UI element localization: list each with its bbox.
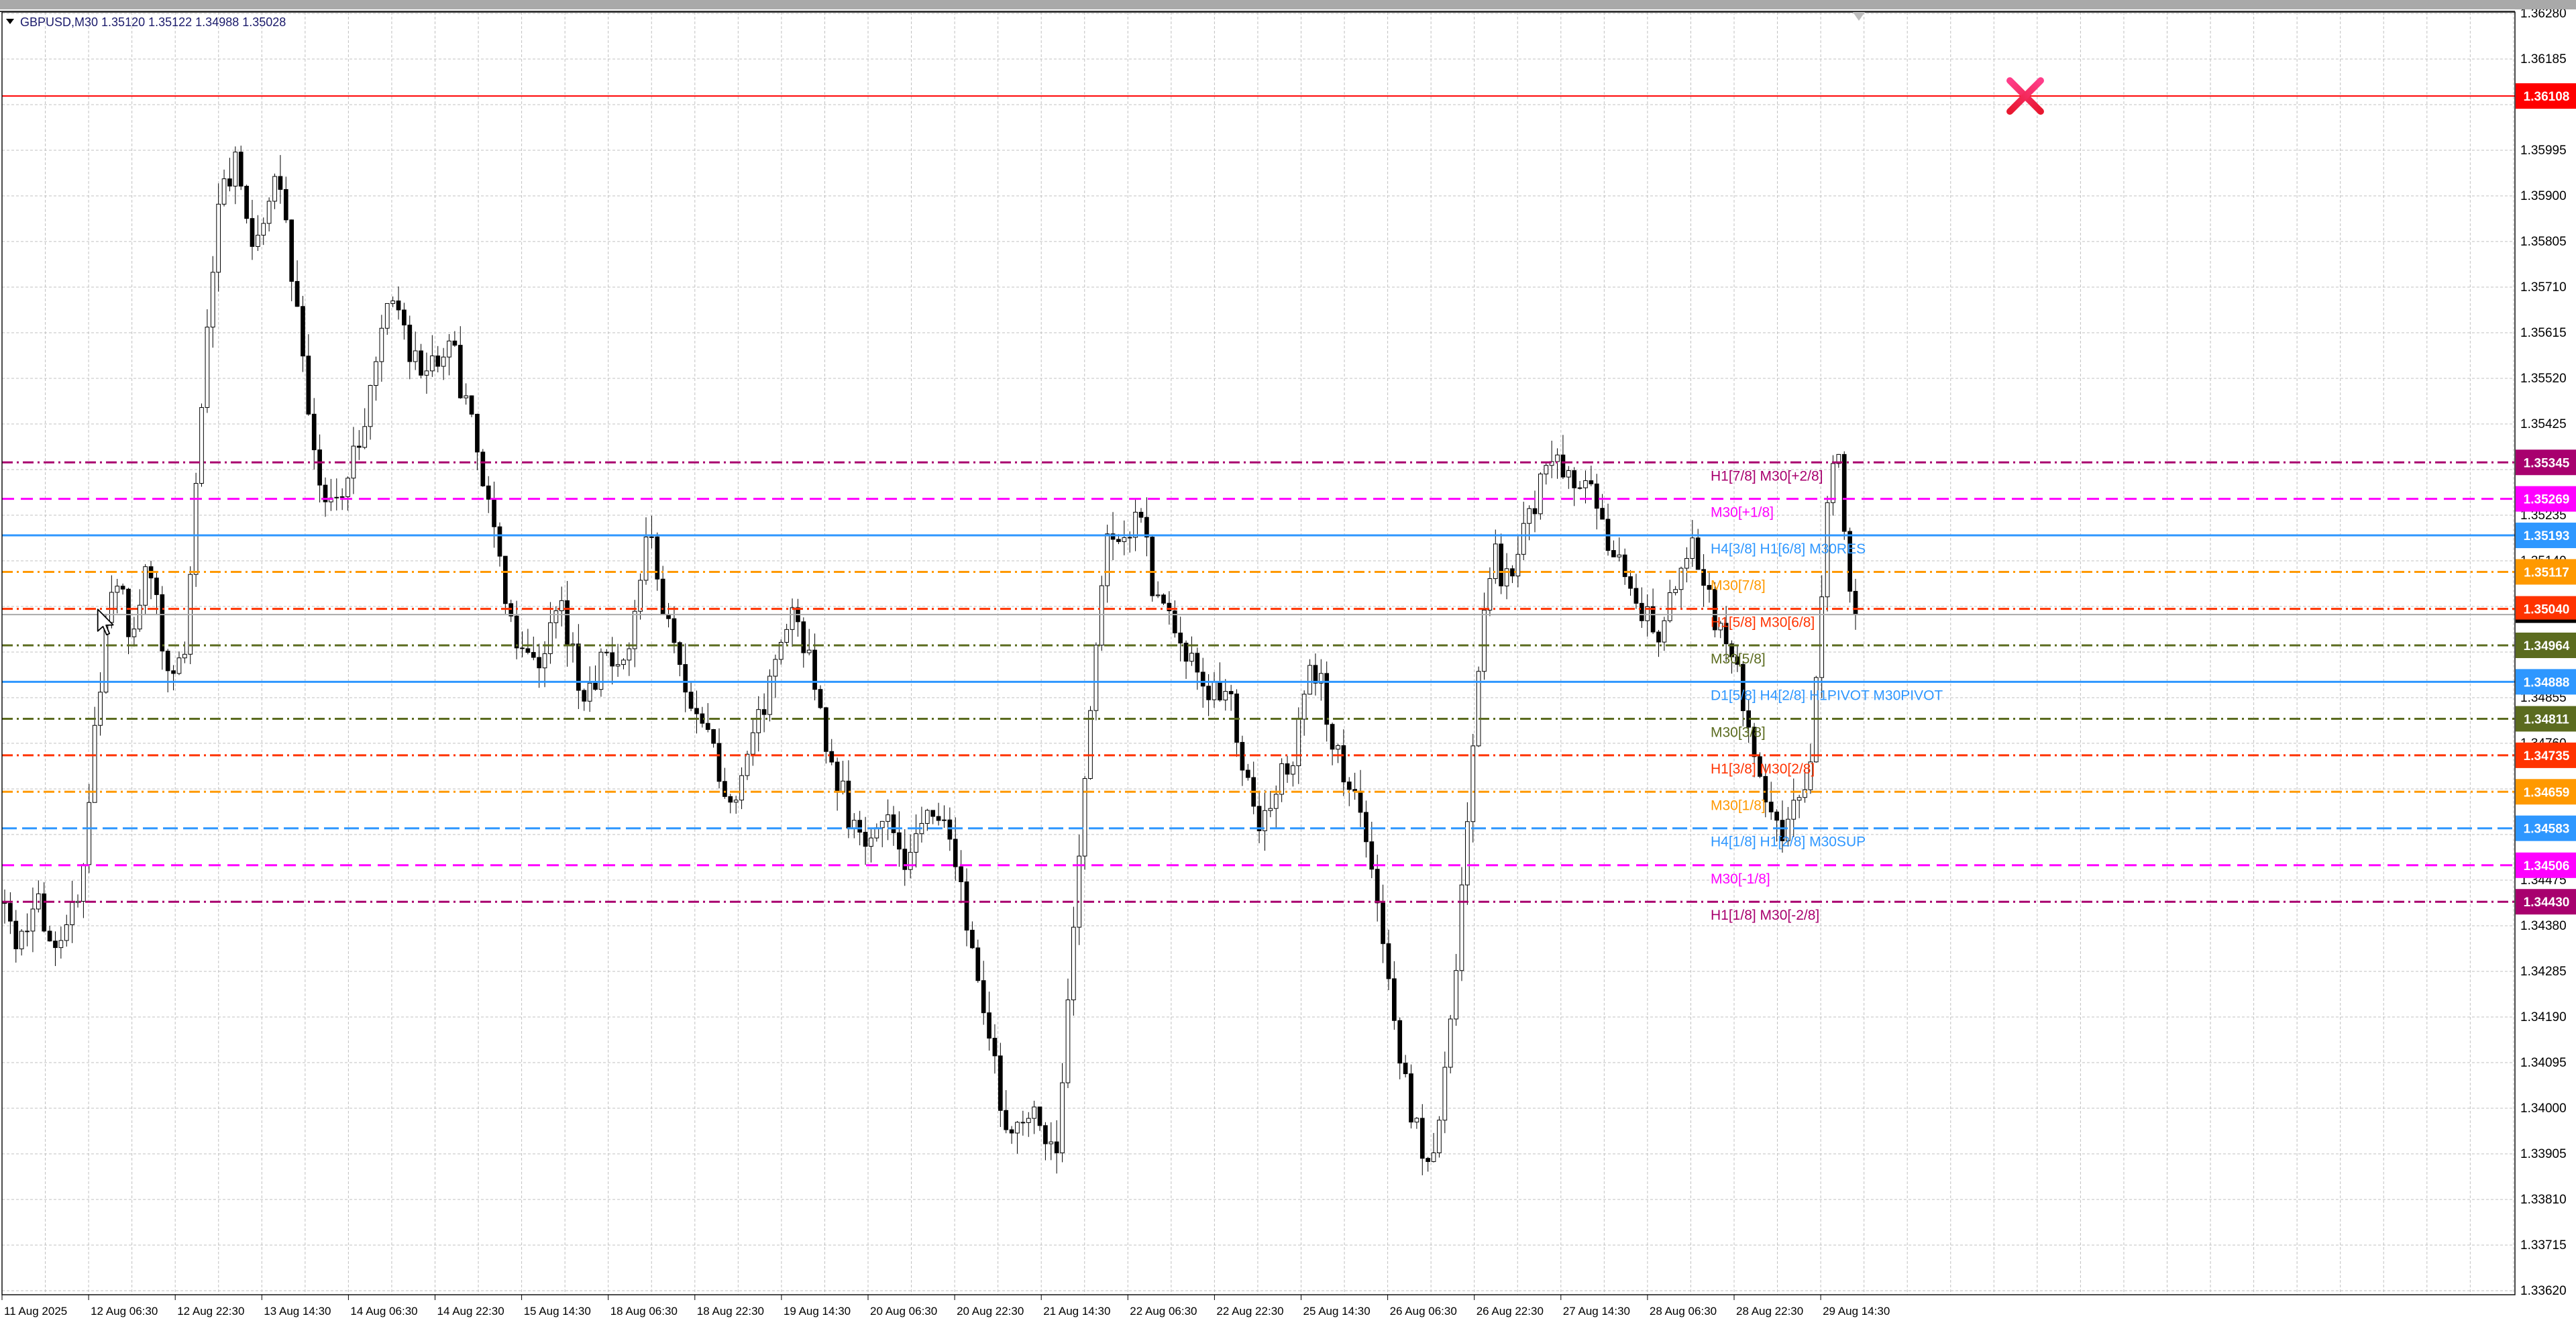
svg-text:19 Aug 14:30: 19 Aug 14:30 xyxy=(784,1305,851,1318)
svg-text:1.33715: 1.33715 xyxy=(2520,1238,2567,1252)
svg-text:12 Aug 06:30: 12 Aug 06:30 xyxy=(91,1305,158,1318)
svg-text:1.34000: 1.34000 xyxy=(2520,1102,2567,1116)
svg-text:13 Aug 14:30: 13 Aug 14:30 xyxy=(264,1305,331,1318)
svg-text:GBPUSD,M30 1.35120 1.35122 1.: GBPUSD,M30 1.35120 1.35122 1.34988 1.350… xyxy=(20,15,286,29)
svg-text:25 Aug 14:30: 25 Aug 14:30 xyxy=(1303,1305,1371,1318)
svg-text:M30[7/8]: M30[7/8] xyxy=(1711,578,1766,593)
svg-text:1.35117: 1.35117 xyxy=(2524,566,2569,580)
svg-text:1.33620: 1.33620 xyxy=(2520,1284,2567,1298)
svg-text:1.34811: 1.34811 xyxy=(2524,712,2569,727)
svg-text:1.35520: 1.35520 xyxy=(2520,372,2567,386)
svg-text:1.35615: 1.35615 xyxy=(2520,326,2567,340)
svg-text:1.34285: 1.34285 xyxy=(2520,965,2567,979)
svg-text:1.34659: 1.34659 xyxy=(2524,786,2570,800)
svg-text:26 Aug 22:30: 26 Aug 22:30 xyxy=(1477,1305,1544,1318)
svg-text:1.35345: 1.35345 xyxy=(2524,456,2570,470)
svg-text:22 Aug 22:30: 22 Aug 22:30 xyxy=(1216,1305,1283,1318)
svg-text:M30[1/8]: M30[1/8] xyxy=(1711,798,1766,813)
svg-text:18 Aug 06:30: 18 Aug 06:30 xyxy=(610,1305,678,1318)
svg-text:1.34380: 1.34380 xyxy=(2520,919,2567,933)
svg-text:21 Aug 14:30: 21 Aug 14:30 xyxy=(1043,1305,1110,1318)
svg-text:1.33810: 1.33810 xyxy=(2520,1193,2567,1207)
svg-text:12 Aug 22:30: 12 Aug 22:30 xyxy=(177,1305,244,1318)
svg-text:1.34964: 1.34964 xyxy=(2524,639,2570,653)
svg-text:1.35040: 1.35040 xyxy=(2524,603,2570,617)
svg-text:1.35425: 1.35425 xyxy=(2520,417,2567,431)
svg-text:1.34888: 1.34888 xyxy=(2524,676,2570,690)
svg-text:1.34190: 1.34190 xyxy=(2520,1010,2567,1024)
svg-text:14 Aug 06:30: 14 Aug 06:30 xyxy=(350,1305,417,1318)
svg-text:D1[5/8] H4[2/8] H1PIVOT M30PIV: D1[5/8] H4[2/8] H1PIVOT M30PIVOT xyxy=(1711,688,1943,703)
svg-text:H1[5/8] M30[6/8]: H1[5/8] M30[6/8] xyxy=(1711,615,1815,631)
svg-text:15 Aug 14:30: 15 Aug 14:30 xyxy=(524,1305,591,1318)
svg-text:14 Aug 22:30: 14 Aug 22:30 xyxy=(437,1305,504,1318)
svg-text:1.33905: 1.33905 xyxy=(2520,1147,2567,1161)
svg-text:1.36185: 1.36185 xyxy=(2520,52,2567,66)
svg-text:H4[3/8] H1[6/8] M30RES: H4[3/8] H1[6/8] M30RES xyxy=(1711,541,1866,557)
svg-text:11 Aug 2025: 11 Aug 2025 xyxy=(4,1305,67,1318)
svg-text:1.35805: 1.35805 xyxy=(2520,235,2567,249)
svg-text:M30[5/8]: M30[5/8] xyxy=(1711,651,1766,667)
svg-text:1.34735: 1.34735 xyxy=(2524,749,2570,763)
svg-text:1.35710: 1.35710 xyxy=(2520,280,2567,294)
svg-text:M30[+1/8]: M30[+1/8] xyxy=(1711,505,1774,521)
svg-text:1.34506: 1.34506 xyxy=(2524,859,2570,873)
svg-text:20 Aug 06:30: 20 Aug 06:30 xyxy=(870,1305,937,1318)
svg-text:27 Aug 14:30: 27 Aug 14:30 xyxy=(1563,1305,1630,1318)
svg-text:H1[1/8] M30[-2/8]: H1[1/8] M30[-2/8] xyxy=(1711,908,1819,923)
svg-text:H4[1/8] H1[2/8] M30SUP: H4[1/8] H1[2/8] M30SUP xyxy=(1711,835,1866,850)
svg-text:1.36108: 1.36108 xyxy=(2524,90,2570,104)
svg-text:26 Aug 06:30: 26 Aug 06:30 xyxy=(1390,1305,1457,1318)
svg-text:H1[3/8] M30[2/8]: H1[3/8] M30[2/8] xyxy=(1711,761,1815,777)
svg-text:22 Aug 06:30: 22 Aug 06:30 xyxy=(1130,1305,1197,1318)
svg-text:H1[7/8] M30[+2/8]: H1[7/8] M30[+2/8] xyxy=(1711,468,1823,484)
svg-text:1.35193: 1.35193 xyxy=(2524,529,2570,543)
svg-text:1.35995: 1.35995 xyxy=(2520,144,2567,158)
svg-text:M30[-1/8]: M30[-1/8] xyxy=(1711,871,1770,887)
svg-text:1.35269: 1.35269 xyxy=(2524,493,2570,507)
svg-text:28 Aug 22:30: 28 Aug 22:30 xyxy=(1736,1305,1803,1318)
svg-text:1.34583: 1.34583 xyxy=(2524,822,2570,837)
svg-text:1.34095: 1.34095 xyxy=(2520,1056,2567,1070)
svg-text:1.34430: 1.34430 xyxy=(2524,896,2570,910)
svg-text:1.35900: 1.35900 xyxy=(2520,189,2567,203)
svg-text:28 Aug 06:30: 28 Aug 06:30 xyxy=(1650,1305,1717,1318)
svg-text:18 Aug 22:30: 18 Aug 22:30 xyxy=(697,1305,764,1318)
svg-text:29 Aug 14:30: 29 Aug 14:30 xyxy=(1823,1305,1890,1318)
svg-text:20 Aug 22:30: 20 Aug 22:30 xyxy=(957,1305,1024,1318)
svg-text:M30[3/8]: M30[3/8] xyxy=(1711,725,1766,740)
